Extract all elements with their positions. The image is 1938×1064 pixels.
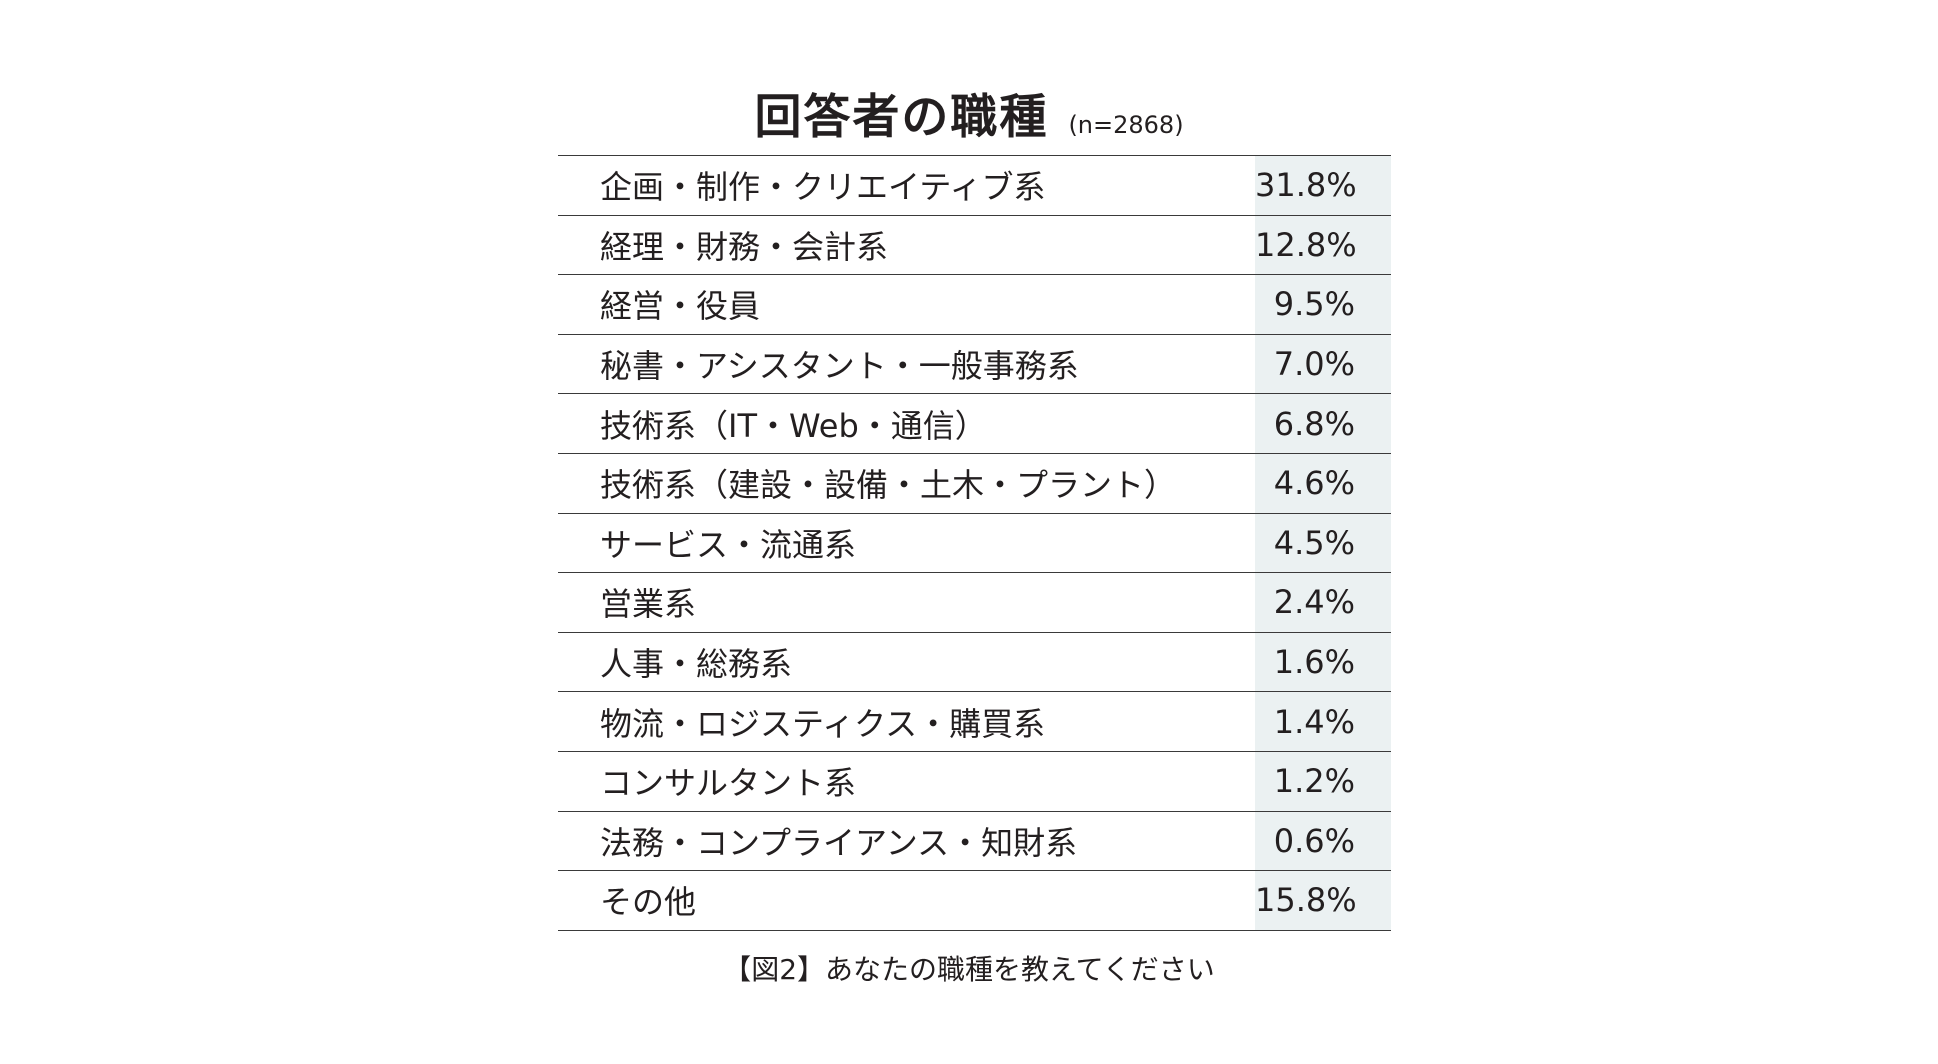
table-row: 法務・コンプライアンス・知財系 0.6% — [558, 811, 1391, 872]
category-label: サービス・流通系 — [558, 513, 1255, 574]
percentage-value: 4.5% — [1255, 513, 1391, 574]
category-label: 法務・コンプライアンス・知財系 — [558, 811, 1255, 872]
table-row: サービス・流通系 4.5% — [558, 513, 1391, 574]
chart-header: 回答者の職種 (n=2868) — [0, 78, 1938, 145]
percentage-value: 15.8% — [1255, 870, 1391, 931]
table-row: 物流・ロジスティクス・購買系 1.4% — [558, 691, 1391, 752]
table-row: 経営・役員 9.5% — [558, 274, 1391, 335]
percentage-value: 2.4% — [1255, 572, 1391, 633]
table-row: 人事・総務系 1.6% — [558, 632, 1391, 693]
table-row: 経理・財務・会計系 12.8% — [558, 215, 1391, 276]
category-label: 技術系（建設・設備・土木・プラント） — [558, 453, 1255, 514]
percentage-value: 1.6% — [1255, 632, 1391, 693]
table-row: 技術系（IT・Web・通信） 6.8% — [558, 393, 1391, 454]
category-label: コンサルタント系 — [558, 751, 1255, 812]
percentage-value: 0.6% — [1255, 811, 1391, 872]
category-label: 企画・制作・クリエイティブ系 — [558, 155, 1255, 216]
table-row: コンサルタント系 1.2% — [558, 751, 1391, 812]
percentage-value: 12.8% — [1255, 215, 1391, 276]
table-row: 技術系（建設・設備・土木・プラント） 4.6% — [558, 453, 1391, 514]
category-label: 人事・総務系 — [558, 632, 1255, 693]
percentage-value: 1.2% — [1255, 751, 1391, 812]
table-row: 秘書・アシスタント・一般事務系 7.0% — [558, 334, 1391, 395]
job-type-table: 企画・制作・クリエイティブ系 31.8% 経理・財務・会計系 12.8% 経営・役員 9.… — [558, 155, 1391, 931]
category-label: 経理・財務・会計系 — [558, 215, 1255, 276]
table-row: 営業系 2.4% — [558, 572, 1391, 633]
category-label: 秘書・アシスタント・一般事務系 — [558, 334, 1255, 395]
category-label: 物流・ロジスティクス・購買系 — [558, 691, 1255, 752]
percentage-value: 1.4% — [1255, 691, 1391, 752]
category-label: その他 — [558, 870, 1255, 931]
table-row: その他 15.8% — [558, 870, 1391, 931]
percentage-value: 7.0% — [1255, 334, 1391, 395]
table-row: 企画・制作・クリエイティブ系 31.8% — [558, 155, 1391, 216]
category-label: 経営・役員 — [558, 274, 1255, 335]
percentage-value: 6.8% — [1255, 393, 1391, 454]
percentage-value: 31.8% — [1255, 155, 1391, 216]
table-body: 企画・制作・クリエイティブ系 31.8% 経理・財務・会計系 12.8% 経営・役員 9.… — [558, 155, 1391, 931]
chart-title: 回答者の職種 — [754, 90, 1049, 145]
sample-size: (n=2868) — [1068, 111, 1184, 139]
percentage-value: 9.5% — [1255, 274, 1391, 335]
figure-caption: 【図2】あなたの職種を教えてください — [723, 953, 1215, 986]
category-label: 営業系 — [558, 572, 1255, 633]
percentage-value: 4.6% — [1255, 453, 1391, 514]
category-label: 技術系（IT・Web・通信） — [558, 393, 1255, 454]
